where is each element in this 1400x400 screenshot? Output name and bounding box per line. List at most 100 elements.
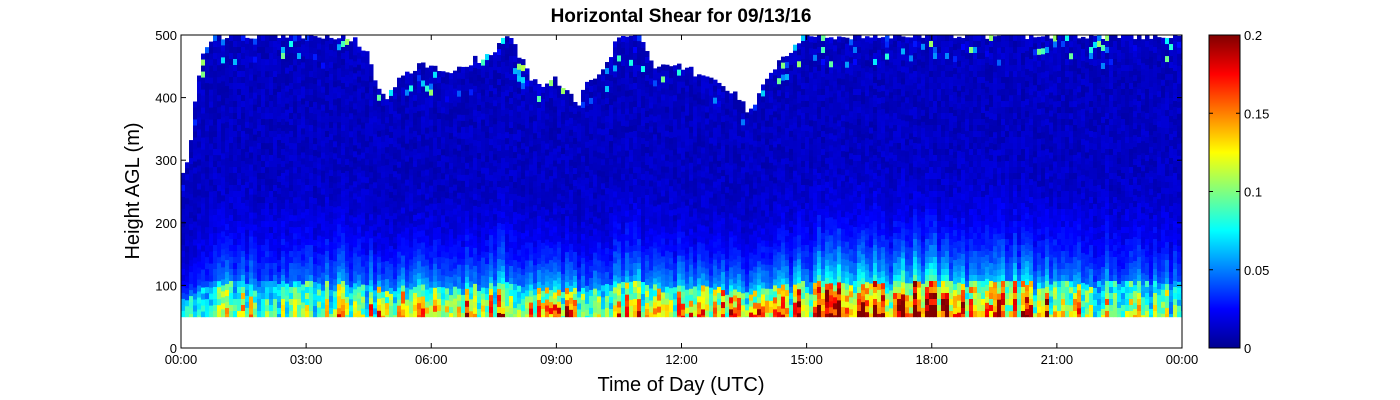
heatmap-cell (497, 163, 502, 170)
heatmap-cell (501, 229, 506, 237)
heatmap-cell (397, 209, 402, 217)
heatmap-cell (329, 283, 334, 291)
heatmap-cell (501, 73, 506, 81)
heatmap-cell (473, 289, 478, 297)
heatmap-cell (421, 296, 426, 304)
heatmap-cell (329, 205, 334, 213)
heatmap-cell (241, 161, 246, 168)
heatmap-cell (465, 138, 470, 146)
heatmap-cell (201, 101, 206, 109)
heatmap-cell (409, 181, 414, 188)
heatmap-cell (613, 113, 618, 120)
heatmap-cell (337, 272, 342, 279)
heatmap-cell (345, 62, 350, 70)
heatmap-cell (569, 261, 574, 269)
heatmap-cell (625, 108, 630, 116)
heatmap-cell (405, 263, 410, 271)
heatmap-cell (621, 179, 626, 187)
heatmap-cell (441, 215, 446, 222)
heatmap-cell (477, 255, 482, 262)
heatmap-cell (345, 218, 350, 226)
heatmap-cell (529, 260, 534, 268)
heatmap-cell (301, 74, 306, 81)
heatmap-cell (273, 185, 278, 192)
heatmap-cell (229, 299, 234, 306)
heatmap-cell (393, 195, 398, 202)
heatmap-cell (289, 53, 294, 60)
heatmap-cell (193, 167, 198, 175)
heatmap-cell (205, 227, 210, 234)
heatmap-cell (517, 225, 522, 233)
heatmap-cell (477, 87, 482, 94)
heatmap-cell (385, 159, 390, 166)
heatmap-cell (281, 143, 286, 150)
heatmap-cell (413, 310, 418, 318)
heatmap-cell (269, 41, 274, 48)
heatmap-cell (453, 226, 458, 234)
heatmap-cell (253, 92, 258, 100)
heatmap-cell (417, 153, 422, 160)
heatmap-cell (585, 165, 590, 173)
heatmap-cell (341, 113, 346, 120)
heatmap-cell (377, 256, 382, 264)
heatmap-cell (489, 247, 494, 254)
heatmap-cell (197, 249, 202, 257)
heatmap-cell (209, 245, 214, 253)
heatmap-cell (437, 275, 442, 282)
heatmap-cell (485, 204, 490, 211)
heatmap-cell (417, 261, 422, 268)
heatmap-cell (521, 311, 526, 318)
heatmap-cell (533, 301, 538, 308)
heatmap-cell (261, 227, 266, 234)
heatmap-cell (501, 157, 506, 165)
heatmap-cell (213, 311, 218, 318)
heatmap-cell (489, 115, 494, 122)
heatmap-cell (413, 232, 418, 240)
heatmap-cell (329, 301, 334, 309)
heatmap-cell (217, 257, 222, 264)
heatmap-cell (269, 83, 274, 90)
heatmap-cell (481, 245, 486, 253)
heatmap-cell (509, 38, 514, 45)
heatmap-cell (281, 251, 286, 258)
heatmap-cell (529, 86, 534, 94)
heatmap-cell (241, 191, 246, 198)
heatmap-cell (509, 224, 514, 231)
heatmap-cell (333, 219, 338, 226)
heatmap-column (281, 35, 286, 318)
heatmap-cell (565, 228, 570, 235)
heatmap-cell (469, 173, 474, 180)
heatmap-cell (629, 239, 634, 247)
heatmap-cell (249, 56, 254, 64)
heatmap-cell (225, 212, 230, 219)
heatmap-cell (501, 127, 506, 135)
heatmap-cell (617, 103, 622, 110)
heatmap-cell (369, 196, 374, 203)
heatmap-cell (565, 204, 570, 211)
heatmap-cell (281, 35, 286, 42)
heatmap-cell (629, 149, 634, 157)
heatmap-cell (549, 86, 554, 93)
heatmap-cell (577, 177, 582, 185)
heatmap-cell (305, 281, 310, 288)
heatmap-cell (581, 107, 586, 115)
heatmap-cell (557, 235, 562, 243)
heatmap-cell (485, 132, 490, 139)
heatmap-cell (629, 281, 634, 289)
heatmap-cell (237, 47, 242, 54)
heatmap-cell (493, 112, 498, 119)
heatmap-cell (253, 200, 258, 208)
heatmap-cell (497, 169, 502, 176)
heatmap-cell (509, 68, 514, 75)
heatmap-cell (509, 134, 514, 141)
heatmap-cell (445, 306, 450, 313)
heatmap-cell (421, 158, 426, 166)
heatmap-cell (577, 315, 582, 318)
heatmap-cell (489, 217, 494, 224)
heatmap-cell (545, 119, 550, 127)
heatmap-cell (181, 280, 186, 288)
heatmap-cell (229, 77, 234, 84)
heatmap-cell (481, 95, 486, 103)
heatmap-cell (301, 236, 306, 243)
heatmap-cell (477, 207, 482, 214)
